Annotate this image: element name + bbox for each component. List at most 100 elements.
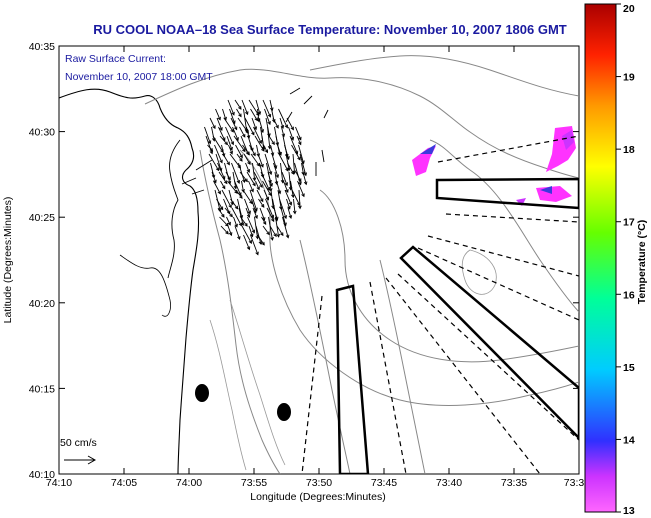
current-vector-head — [245, 130, 249, 134]
current-vector-head — [250, 233, 254, 238]
current-vector — [289, 135, 298, 154]
current-vector — [246, 171, 256, 186]
current-vector-head — [227, 176, 231, 181]
current-vector-head — [286, 156, 290, 161]
current-vector-head — [271, 141, 275, 146]
current-vector-head — [260, 198, 264, 203]
bathymetry-contour-small — [209, 319, 247, 471]
current-vector — [236, 108, 242, 117]
shipping-lane-south — [335, 284, 370, 474]
current-vector-head — [262, 221, 267, 225]
current-vector — [225, 126, 234, 145]
current-vector-head — [217, 116, 221, 121]
current-vector — [216, 198, 224, 210]
current-vector — [284, 144, 290, 160]
y-tick-label: 40:25 — [29, 212, 55, 224]
current-vector-head — [219, 159, 223, 164]
current-vector-head — [303, 172, 308, 177]
map-content — [59, 55, 579, 474]
current-vector — [286, 117, 294, 130]
current-vector — [323, 109, 329, 119]
current-vector-head — [259, 184, 263, 189]
current-vector — [276, 180, 281, 194]
current-vector-head — [239, 158, 243, 162]
current-vector-head — [261, 241, 265, 246]
current-vector-head — [253, 126, 258, 131]
current-vector — [299, 153, 307, 176]
current-vector — [227, 225, 232, 236]
current-vector-head — [266, 231, 270, 236]
current-vector — [208, 153, 220, 171]
current-vector — [235, 144, 243, 158]
current-vector-head — [229, 150, 233, 155]
bay-shoreline — [167, 139, 181, 279]
current-vector — [230, 117, 238, 130]
current-vector — [224, 207, 233, 217]
current-vector — [269, 99, 273, 111]
current-vector-head — [238, 106, 242, 110]
x-tick-label: 73:50 — [306, 477, 332, 489]
colorbar-tick-label: 19 — [623, 72, 635, 84]
current-vector — [262, 225, 270, 235]
current-vector-head — [246, 169, 251, 173]
current-vector-head — [219, 206, 224, 211]
current-vector-head — [207, 140, 212, 145]
current-vector — [257, 153, 264, 168]
current-vector — [219, 135, 228, 145]
current-vector — [252, 162, 256, 181]
current-vector-head — [244, 178, 248, 183]
current-vector-head — [297, 156, 301, 161]
current-vector-head — [242, 148, 246, 153]
current-vector-head — [290, 126, 294, 131]
current-vector — [321, 149, 325, 163]
current-vector — [244, 117, 255, 135]
current-vector — [214, 144, 223, 163]
current-vector-head — [292, 210, 297, 215]
current-vector — [213, 180, 221, 194]
current-vector — [248, 180, 254, 192]
current-vector-head — [283, 215, 287, 220]
current-vector-head — [239, 154, 243, 159]
current-vector-head — [290, 136, 295, 141]
inner-shoreline — [119, 254, 171, 317]
current-vector-head — [212, 125, 216, 130]
x-tick-label: 74:05 — [111, 477, 137, 489]
current-vector — [246, 126, 250, 139]
current-vector-head — [234, 205, 239, 210]
current-vector-head — [226, 161, 230, 166]
current-vector — [276, 225, 284, 236]
current-vector-head — [228, 232, 233, 237]
current-vector — [270, 144, 274, 156]
scale-arrow-head — [87, 455, 97, 465]
current-vector — [239, 171, 248, 182]
x-tick-label: 73:40 — [436, 477, 462, 489]
current-vector-head — [256, 162, 260, 167]
current-vector — [258, 198, 265, 208]
current-vector-head — [268, 192, 272, 197]
current-vector — [250, 108, 258, 121]
current-vector — [287, 207, 292, 219]
current-vector — [264, 153, 272, 175]
current-vector — [238, 162, 245, 183]
current-vector-head — [247, 161, 251, 165]
current-vector — [223, 198, 231, 214]
current-vector-head — [286, 167, 291, 172]
current-vector — [215, 153, 222, 171]
current-vector — [280, 207, 287, 226]
current-vector — [273, 207, 278, 220]
current-vector-head — [229, 146, 233, 151]
current-vector — [247, 135, 254, 151]
current-vector — [243, 108, 248, 133]
current-vector — [285, 111, 293, 123]
current-vector-head — [228, 204, 232, 209]
current-vector-head — [223, 180, 228, 185]
current-vector — [248, 225, 253, 237]
current-vector — [223, 117, 234, 133]
current-vector — [253, 171, 263, 188]
current-vector-head — [252, 182, 256, 187]
current-vector — [293, 198, 296, 214]
current-vector — [284, 189, 292, 206]
current-vector — [292, 153, 296, 174]
current-vector-head — [246, 246, 251, 251]
